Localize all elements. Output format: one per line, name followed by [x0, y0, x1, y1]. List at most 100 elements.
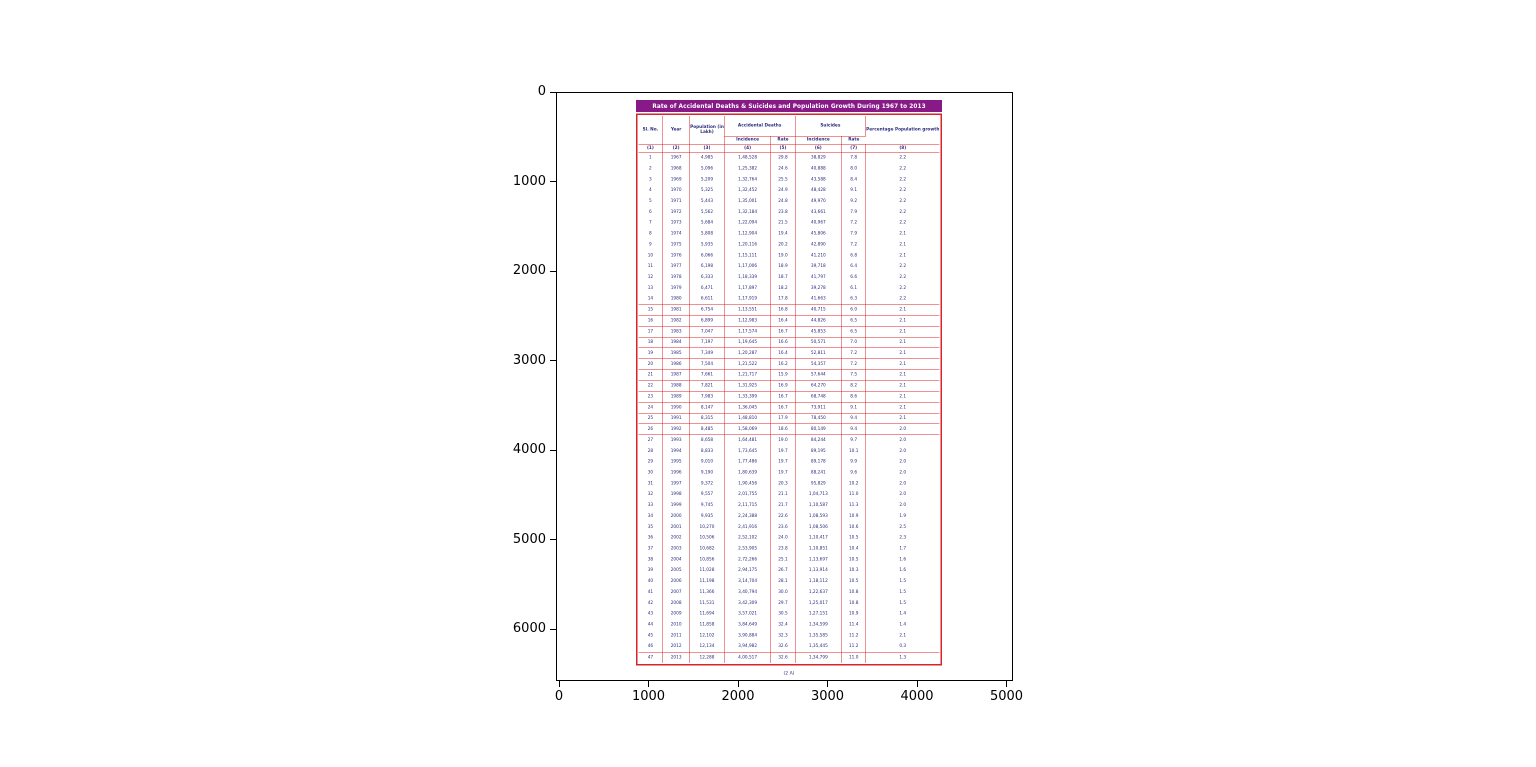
table-cell: 9.1 [841, 402, 866, 414]
col-header-year: Year [662, 116, 690, 145]
table-cell: 16.7 [770, 391, 796, 403]
x-tick-mark [827, 681, 828, 687]
table-row: 8 1974 5,808 1,12,904 19.4 45,806 7.9 2.1 [638, 228, 940, 240]
y-tick-mark [550, 181, 556, 182]
table-cell: 1986 [662, 358, 690, 370]
table-cell: 2.1 [865, 336, 940, 348]
table-row: 30 1996 9,190 1,80,639 19.7 88,241 9.6 2.0 [638, 467, 940, 479]
table-cell: 2002 [662, 532, 690, 544]
table-cell: 1,80,639 [724, 467, 772, 479]
table-cell: 43,661 [795, 206, 842, 218]
table-cell: 1990 [662, 402, 690, 414]
table-cell: 1,58,069 [724, 423, 772, 435]
table-cell: 1984 [662, 336, 690, 348]
table-cell: 2005 [662, 565, 690, 577]
table-cell: 1976 [662, 250, 690, 262]
table-cell: 18.6 [770, 423, 796, 435]
table-cell: 1,32,764 [724, 174, 772, 186]
table-cell: 2.0 [899, 480, 907, 486]
table-cell: 1.6 [899, 556, 907, 562]
y-tick-mark [550, 628, 556, 630]
table-cell: 8.2 [841, 380, 866, 392]
table-cell: 89,178 [795, 456, 842, 468]
table-cell: 1996 [662, 467, 690, 479]
table-cell: 1970 [662, 185, 690, 196]
table-cell: 12,102 [689, 630, 725, 642]
table-cell: 10.9 [841, 510, 866, 522]
table-cell: 13 [638, 282, 663, 294]
table-cell: 32.4 [770, 619, 796, 631]
table-cell: 10.8 [841, 597, 866, 609]
data-table: Sl. No. Year Population (in Lakh) Accide… [638, 116, 940, 663]
table-cell: 42 [638, 597, 663, 609]
table-cell: 5,935 [689, 239, 725, 251]
table-cell: 1,18,339 [724, 271, 772, 283]
table-row: 2 1968 5,096 1,25,382 24.6 40,888 8.0 2.2 [638, 163, 940, 175]
y-tick-label: 2000 [512, 263, 546, 278]
x-tick-mark [737, 681, 739, 687]
x-tick-label: 5000 [989, 689, 1024, 704]
table-cell: 8,485 [689, 423, 725, 435]
table-cell: 1,27,151 [795, 608, 842, 620]
table-row: 13 1979 6,471 1,17,897 18.2 39,278 6.1 2.2 [638, 282, 940, 294]
table-cell: 21.5 [770, 217, 796, 229]
table-cell: 2001 [662, 521, 690, 533]
y-tick-label: 1000 [512, 173, 546, 189]
col-number: (1) [638, 144, 663, 153]
table-cell: 1,04,713 [795, 489, 842, 500]
table-row: 44 2010 11,858 3,84,649 32.4 1,34,599 11.4 1.4 [638, 619, 940, 631]
table-cell: 2.1 [899, 231, 907, 237]
table-cell: 1985 [662, 347, 690, 359]
table-cell: 11,531 [689, 597, 725, 609]
table-row: 42 2008 11,531 3,42,309 29.7 1,25,017 10.8 1.5 [638, 597, 940, 609]
table-cell: 4 [638, 185, 663, 196]
table-cell: 1,64,481 [724, 434, 772, 446]
table-cell: 1967 [662, 152, 690, 164]
table-cell: 1988 [662, 380, 690, 392]
table-cell: 36 [638, 532, 663, 544]
table-title: Rate of Accidental Deaths & Suicides and… [636, 100, 942, 112]
table-cell: 11,366 [689, 586, 725, 598]
x-tick-label: 0 [554, 689, 564, 704]
table-cell: 19.4 [770, 228, 796, 240]
table-row: 10 1976 6,066 1,15,111 19.0 41,210 6.8 2.1 [638, 250, 940, 262]
table-cell: 1.4 [899, 622, 907, 627]
table-cell: 16 [638, 315, 663, 327]
table-cell: 95,829 [795, 478, 842, 490]
table-cell: 10.5 [841, 532, 866, 544]
table-cell: 10.5 [841, 554, 866, 566]
table-cell: 29 [638, 456, 663, 468]
table-cell: 88,241 [795, 467, 842, 479]
table-cell: 26.7 [770, 565, 796, 577]
table-cell: 1,12,904 [724, 228, 772, 240]
table-cell: 7.2 [841, 217, 866, 229]
y-tick-label: 5000 [512, 531, 546, 547]
table-cell: 30.5 [770, 608, 796, 620]
table-row: 33 1999 9,745 2,11,715 21.7 1,10,587 11.3 2.0 [638, 500, 940, 511]
col-number: (3) [689, 144, 725, 153]
table-cell: 4,00,517 [724, 651, 772, 663]
table-cell: 5,562 [689, 206, 725, 218]
table-row: 34 2000 9,935 2,24,388 22.6 1,08,593 10.9 1.9 [638, 510, 940, 522]
table-cell: 9.7 [841, 434, 866, 446]
table-cell: 1,12,983 [724, 315, 772, 327]
x-tick-mark [558, 681, 560, 687]
table-cell: 2009 [662, 608, 690, 620]
table-cell: 2,24,388 [724, 510, 772, 522]
table-cell: 6.3 [841, 293, 866, 305]
table-row: 9 1975 5,935 1,20,116 20.2 42,890 7.2 2.1 [638, 239, 940, 251]
table-cell: 1,08,593 [795, 510, 842, 522]
table-cell: 1978 [662, 271, 690, 283]
table-cell: 54,357 [795, 358, 842, 370]
table-cell: 9,745 [689, 500, 725, 511]
table-cell: 7.5 [841, 369, 866, 381]
table-cell: 2.1 [899, 252, 907, 258]
table-cell: 1,18,112 [795, 576, 842, 587]
table-cell: 1.5 [899, 600, 907, 606]
table-cell: 9,372 [689, 478, 725, 490]
table-cell: 12,134 [689, 641, 725, 653]
table-cell: 1,48,810 [724, 412, 772, 424]
table-cell: 6.5 [841, 326, 866, 338]
table-cell: 7,504 [689, 358, 725, 370]
table-cell: 1,13,914 [795, 565, 842, 577]
